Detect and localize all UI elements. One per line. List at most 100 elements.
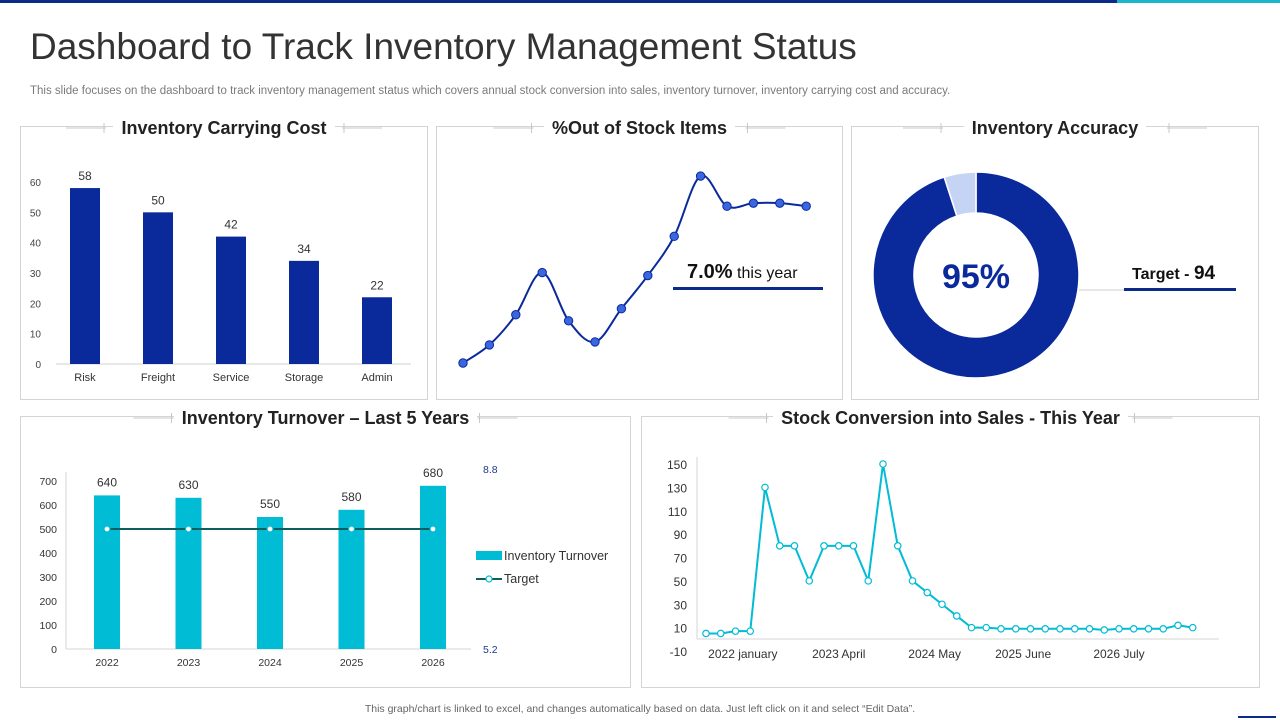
conversion-point — [982, 623, 991, 632]
accuracy-panel[interactable]: Inventory Accuracy 95% Target - 94 — [851, 118, 1259, 400]
turnover-target-point — [347, 525, 356, 533]
turnover-y-tick-label: 400 — [39, 548, 57, 560]
turnover-title: Inventory Turnover – Last 5 Years — [173, 408, 478, 428]
conversion-y-tick-label: -10 — [670, 645, 688, 659]
turnover-target-point — [184, 525, 193, 533]
turnover-chart[interactable]: 0 100 200 300 400 500 600 700 8.8 5.2 640 2022 630 20… — [21, 413, 630, 687]
carrying-y-tick-label: 60 — [30, 178, 42, 189]
carrying-bar — [216, 236, 246, 364]
turnover-legend-bar-swatch — [476, 551, 502, 560]
turnover-x-tick-label: 2025 — [340, 657, 364, 669]
conversion-point — [1056, 624, 1064, 633]
turnover-legend-line-label: Target — [504, 572, 539, 586]
carrying-cost-chart[interactable]: 0 10 20 30 40 50 60 58 Risk 50 Freight 42 Service 34 S… — [21, 123, 427, 399]
conversion-y-tick-label: 110 — [668, 505, 687, 519]
conversion-point — [952, 612, 961, 620]
out-of-stock-chart[interactable] — [437, 123, 842, 399]
accuracy-donut-chart[interactable]: 95% — [852, 123, 1258, 399]
page-subtitle: This slide focuses on the dashboard to t… — [30, 85, 951, 97]
conversion-point — [775, 542, 784, 550]
conversion-y-tick-label: 90 — [674, 528, 688, 542]
turnover-bar — [420, 485, 446, 649]
out-of-stock-point — [590, 337, 600, 347]
accuracy-slice-remaining — [943, 171, 977, 217]
out-of-stock-point — [458, 358, 468, 368]
turnover-target-point — [103, 525, 111, 533]
conversion-point — [1070, 624, 1079, 633]
out-of-stock-panel[interactable]: %Out of Stock Items 7.0% this year — [436, 118, 843, 400]
turnover-y2-tick-label: 8.8 — [483, 464, 498, 476]
out-of-stock-point — [695, 171, 706, 181]
out-of-stock-point — [801, 201, 811, 211]
turnover-y-tick-label: 100 — [39, 620, 57, 632]
turnover-data-label: 680 — [423, 466, 443, 480]
out-of-stock-title: %Out of Stock Items — [543, 118, 736, 138]
conversion-point — [1188, 623, 1197, 632]
conversion-y-tick-label: 10 — [674, 622, 688, 636]
turnover-y-tick-label: 600 — [39, 500, 57, 512]
turnover-target-point — [429, 525, 437, 533]
footer-note: This graph/chart is linked to excel, and… — [364, 703, 916, 715]
out-of-stock-point — [775, 198, 785, 208]
conversion-point — [1115, 624, 1123, 633]
conversion-x-tick-label: 2026 July — [1093, 647, 1144, 661]
turnover-bar — [338, 509, 365, 649]
carrying-bar — [143, 212, 173, 364]
carrying-y-tick-label: 0 — [35, 360, 41, 371]
page-title: Dashboard to Track Inventory Management … — [30, 26, 857, 67]
conversion-point — [1174, 621, 1182, 630]
accuracy-target-text: Target - — [1132, 266, 1194, 283]
conversion-x-tick-label: 2025 June — [995, 647, 1051, 661]
turnover-bar — [94, 495, 120, 649]
carrying-y-tick-label: 50 — [30, 208, 42, 219]
turnover-y-tick-label: 200 — [39, 596, 57, 608]
conversion-title: Stock Conversion into Sales - This Year — [773, 408, 1128, 428]
conversion-point — [879, 460, 887, 468]
carrying-cost-panel[interactable]: Inventory Carrying Cost 0 10 20 30 40 50 60 58 R… — [20, 118, 428, 400]
turnover-panel[interactable]: Inventory Turnover – Last 5 Years 0 100 20… — [20, 408, 631, 688]
accuracy-slice-achieved — [872, 171, 1080, 379]
accuracy-center-label: 95% — [942, 258, 1010, 296]
carrying-data-label: 42 — [224, 218, 238, 232]
accuracy-target-label: Target - 94 — [1132, 263, 1215, 285]
turnover-legend-line-marker — [485, 575, 493, 583]
turnover-y-tick-label: 0 — [51, 644, 57, 656]
conversion-point — [1026, 624, 1035, 633]
carrying-y-tick-label: 10 — [30, 330, 42, 341]
conversion-y-tick-label: 130 — [667, 481, 687, 495]
conversion-y-tick-label: 30 — [674, 598, 688, 612]
turnover-x-tick-label: 2024 — [258, 657, 282, 669]
conversion-point — [997, 624, 1005, 633]
carrying-x-tick-label: Freight — [141, 372, 175, 384]
turnover-bar — [257, 517, 283, 649]
carrying-x-tick-label: Service — [213, 372, 250, 384]
conversion-panel[interactable]: Stock Conversion into Sales - This Year … — [641, 408, 1260, 688]
out-of-stock-point — [643, 270, 653, 281]
carrying-y-tick-label: 30 — [30, 269, 42, 280]
conversion-point — [923, 588, 932, 597]
conversion-chart[interactable]: 150 130 110 90 70 50 30 10 -10 2022 january 2023 A… — [642, 413, 1259, 687]
conversion-point — [1129, 624, 1138, 633]
conversion-point — [716, 629, 725, 638]
out-of-stock-annotation-value: 7.0% — [687, 261, 733, 283]
turnover-x-tick-label: 2026 — [421, 657, 445, 669]
out-of-stock-annotation-text: this year — [737, 265, 798, 282]
out-of-stock-point — [748, 198, 759, 208]
accuracy-title: Inventory Accuracy — [963, 118, 1147, 138]
conversion-x-tick-label: 2023 April — [812, 647, 865, 661]
turnover-legend-bar-label: Inventory Turnover — [504, 549, 608, 563]
conversion-point — [1159, 624, 1168, 633]
out-of-stock-point — [511, 310, 521, 320]
top-accent-bar — [0, 0, 1117, 3]
out-of-stock-point — [669, 231, 679, 242]
conversion-point — [834, 542, 843, 550]
conversion-point — [702, 629, 710, 638]
accuracy-target-value: 94 — [1193, 263, 1216, 284]
turnover-data-label: 580 — [341, 490, 361, 504]
turnover-data-label: 630 — [178, 478, 198, 492]
out-of-stock-point — [537, 267, 547, 278]
carrying-x-tick-label: Risk — [74, 372, 96, 384]
turnover-x-tick-label: 2022 — [95, 657, 119, 669]
conversion-point — [893, 542, 902, 550]
out-of-stock-annotation: 7.0% this year — [687, 261, 798, 284]
